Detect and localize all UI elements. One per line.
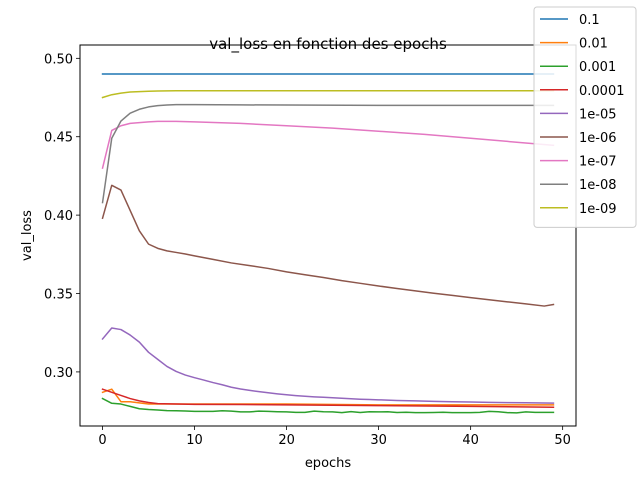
series-line-6: [101, 120, 555, 169]
legend-box: [533, 6, 637, 228]
series-line-4: [101, 327, 555, 404]
legend-label: 1e-09: [579, 202, 617, 217]
legend-label: 0.001: [579, 60, 616, 75]
legend-label: 1e-08: [579, 178, 617, 193]
x-axis: 0 10 20 30 40 50: [98, 426, 571, 448]
x-tick-label: 40: [462, 433, 479, 448]
x-tick-label: 10: [186, 433, 203, 448]
series-line-5: [101, 184, 555, 307]
legend-label: 0.1: [579, 13, 600, 28]
legend-label: 0.01: [579, 37, 608, 52]
y-tick-label: 0.35: [44, 288, 73, 303]
y-tick-label: 0.40: [44, 209, 73, 224]
legend-label: 1e-07: [579, 155, 617, 170]
series-line-8: [101, 90, 555, 99]
series-line-7: [101, 103, 555, 204]
series-line-3: [101, 388, 555, 408]
y-tick-label: 0.45: [44, 131, 73, 146]
x-axis-label: epochs: [305, 456, 352, 471]
legend-label: 1e-05: [579, 107, 617, 122]
plot-frame: [79, 44, 577, 427]
x-tick-label: 50: [554, 433, 571, 448]
x-tick-label: 0: [98, 433, 106, 448]
y-axis-label: val_loss: [20, 210, 35, 261]
legend-label: 1e-06: [579, 131, 617, 146]
legend: 0.1 0.01 0.001 0.0001 1e-05 1e-06 1e-07 1e-08 1e…: [533, 6, 637, 228]
y-tick-label: 0.30: [44, 366, 73, 381]
y-tick-label: 0.50: [44, 52, 73, 67]
plot-lines: [101, 73, 555, 414]
legend-label: 0.0001: [579, 84, 625, 99]
x-tick-label: 20: [278, 433, 295, 448]
y-axis: 0.30 0.35 0.40 0.45 0.50: [44, 52, 80, 381]
x-tick-label: 30: [370, 433, 387, 448]
series-line-2: [101, 397, 555, 414]
